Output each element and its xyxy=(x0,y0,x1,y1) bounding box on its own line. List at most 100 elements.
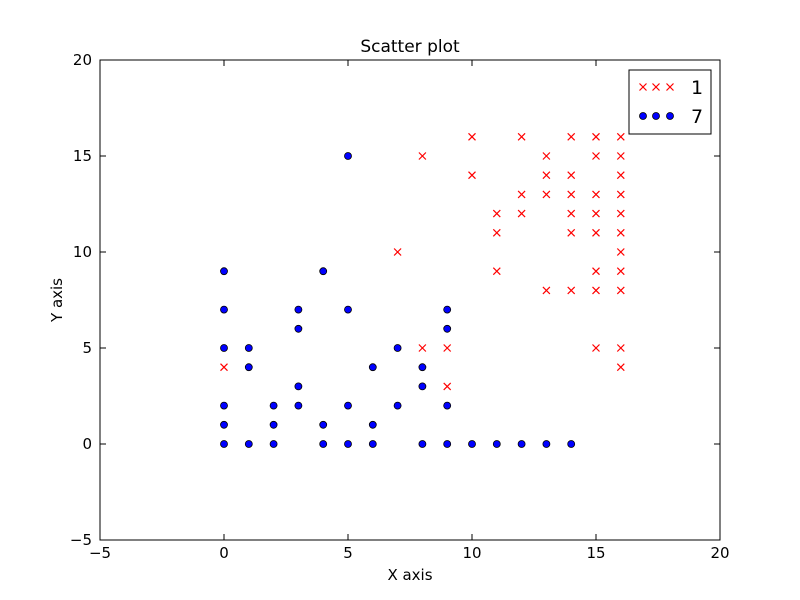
y-tick-label: 0 xyxy=(82,435,92,453)
series-1-point xyxy=(592,344,600,352)
series-7-point xyxy=(443,401,452,410)
series-7-point xyxy=(220,420,228,429)
series-1-point xyxy=(567,228,576,237)
legend: 17 xyxy=(628,69,712,135)
series-1-point xyxy=(567,132,576,141)
series-7-point xyxy=(393,344,402,352)
series-1-point xyxy=(616,344,625,352)
x-tick-label: −5 xyxy=(89,544,111,562)
series-1-point xyxy=(468,171,476,180)
series-7-point xyxy=(443,305,452,314)
series-1-point xyxy=(567,209,576,218)
series-1-point xyxy=(443,344,452,352)
series-7-point xyxy=(269,440,278,448)
series-1-point xyxy=(418,152,427,160)
series-1-point xyxy=(542,286,551,295)
series-7-point xyxy=(220,344,228,352)
series-7-point xyxy=(418,363,427,372)
legend-entry-7: 7 xyxy=(639,106,703,128)
series-7-point xyxy=(244,440,253,448)
y-tick-label: 5 xyxy=(82,339,92,357)
series-7-point xyxy=(517,440,526,448)
series-7-point xyxy=(220,267,228,276)
legend-frame xyxy=(628,69,712,135)
plot-frame xyxy=(99,59,721,541)
series-1-point xyxy=(592,209,600,218)
y-tick-label: 20 xyxy=(73,51,92,69)
series-7-point xyxy=(319,420,328,429)
x-axis-label: X axis xyxy=(387,566,432,584)
series-1-point xyxy=(418,344,427,352)
series-7-point xyxy=(269,420,278,429)
series-7-point xyxy=(418,440,427,448)
legend-marker xyxy=(666,83,674,91)
series-1-point xyxy=(616,171,625,180)
series-7-point xyxy=(567,440,576,448)
series-7-point xyxy=(344,440,352,448)
series-1-point xyxy=(616,363,625,372)
y-tick-label: 15 xyxy=(73,147,92,165)
series-7-point xyxy=(269,401,278,410)
series-1-point xyxy=(492,228,501,237)
series-7-point xyxy=(393,401,402,410)
series-1-point xyxy=(616,190,625,199)
series-1-point xyxy=(517,190,526,199)
series-1-point xyxy=(592,267,600,276)
legend-marker xyxy=(666,112,674,120)
x-tick-label: 10 xyxy=(462,544,481,562)
y-tick-label: −5 xyxy=(70,531,92,549)
series-1-point xyxy=(542,190,551,199)
series-7-point xyxy=(468,440,476,448)
y-axis-label: Y axis xyxy=(48,278,66,323)
series-1-point xyxy=(492,209,501,218)
series-7-point xyxy=(294,382,303,391)
y-tick-label: 10 xyxy=(73,243,92,261)
series-1-point xyxy=(592,132,600,141)
series-1-point xyxy=(492,267,501,276)
series-1-point xyxy=(443,382,452,391)
axis-ticks: −5 0 5 10 15 20 −5 0 5 10 15 20 xyxy=(70,51,730,562)
series-7-point xyxy=(443,440,452,448)
series-1-point xyxy=(616,286,625,295)
series-1-point xyxy=(592,228,600,237)
series-1-point xyxy=(567,171,576,180)
series-7-point xyxy=(542,440,551,448)
series-7-point xyxy=(344,152,352,160)
series-7-point xyxy=(368,363,377,372)
series-7-point xyxy=(344,305,352,314)
points-layer xyxy=(220,132,625,448)
legend-marker xyxy=(639,112,647,120)
legend-marker xyxy=(652,83,660,91)
x-tick-label: 5 xyxy=(343,544,353,562)
series-1-point xyxy=(616,152,625,160)
series-1-point xyxy=(567,286,576,295)
series-7-point xyxy=(368,440,377,448)
series-7-point xyxy=(294,305,303,314)
series-1-point xyxy=(468,132,476,141)
legend-label: 7 xyxy=(691,106,703,128)
legend-entry-1: 1 xyxy=(639,77,703,99)
series-1-point xyxy=(616,267,625,276)
legend-label: 1 xyxy=(691,77,703,99)
series-1-point xyxy=(592,190,600,199)
series-1-point xyxy=(616,209,625,218)
x-tick-label: 20 xyxy=(710,544,729,562)
x-tick-label: 15 xyxy=(586,544,605,562)
series-7-point xyxy=(319,267,328,276)
series-1-point xyxy=(542,152,551,160)
series-7-point xyxy=(244,344,253,352)
series-1-point xyxy=(616,248,625,256)
series-7-point xyxy=(344,401,352,410)
series-7-point xyxy=(294,324,303,333)
legend-marker xyxy=(639,83,647,91)
series-7-point xyxy=(443,324,452,333)
series-1-point xyxy=(616,132,625,141)
series-1-point xyxy=(592,152,600,160)
series-7-point xyxy=(220,401,228,410)
series-1-point xyxy=(517,132,526,141)
series-1-point xyxy=(567,190,576,199)
series-1-point xyxy=(393,248,402,256)
series-1-point xyxy=(592,286,600,295)
series-7-point xyxy=(220,305,228,314)
